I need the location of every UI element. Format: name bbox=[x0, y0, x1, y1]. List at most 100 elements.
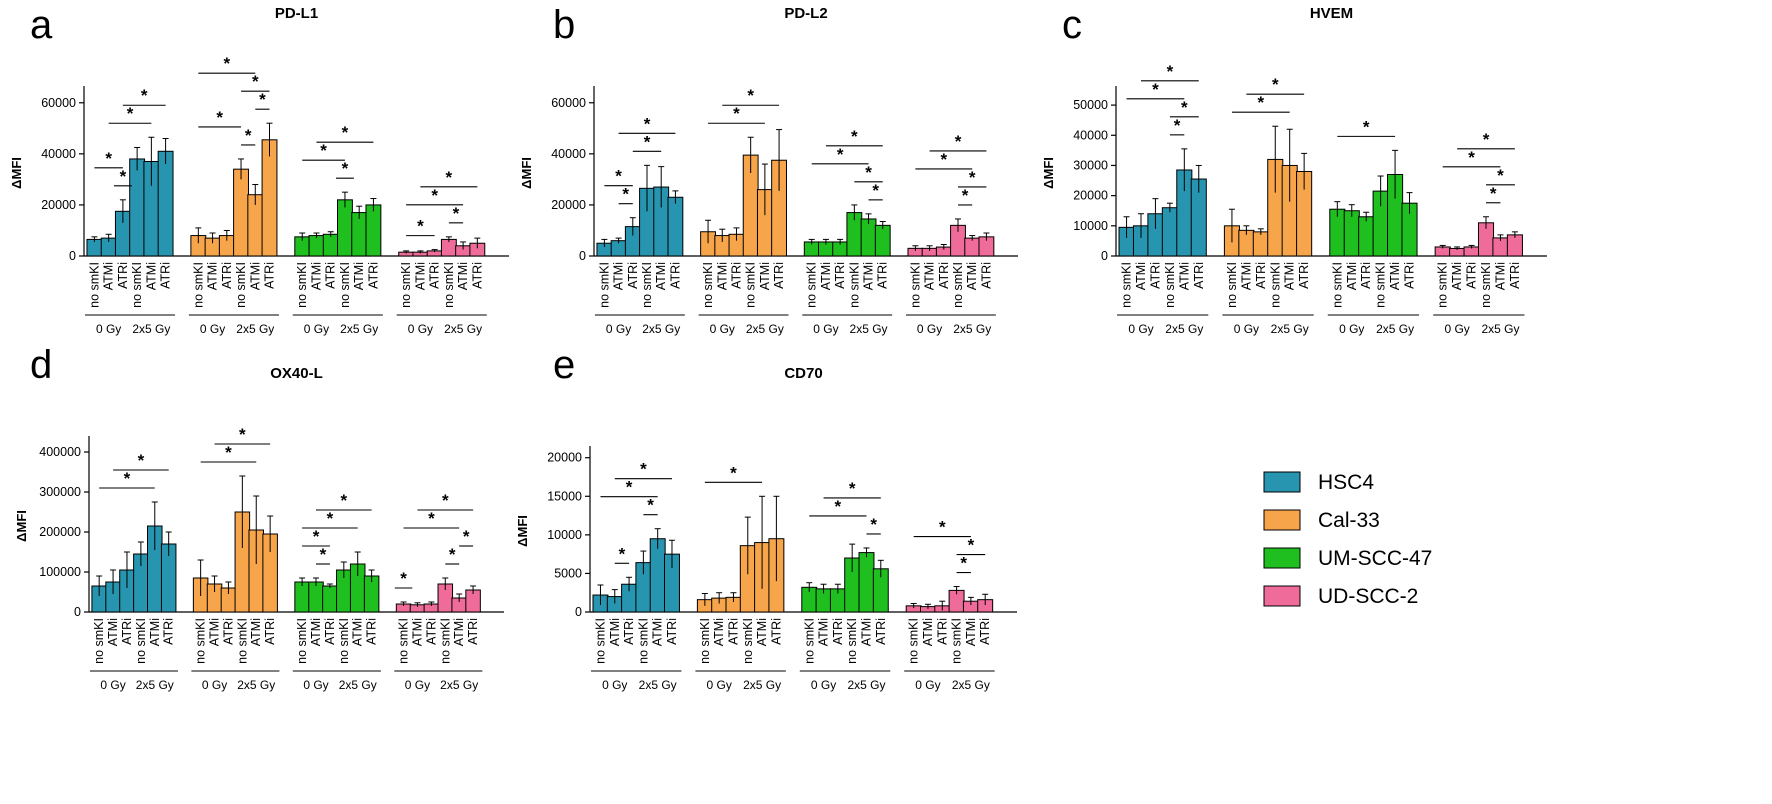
group-label: 0 Gy bbox=[408, 322, 433, 336]
group-label: 0 Gy bbox=[1128, 322, 1153, 336]
group-label: 2x5 Gy bbox=[1376, 322, 1414, 336]
x-tick-label: ATRi bbox=[159, 262, 173, 289]
x-tick-label: no smKI bbox=[597, 262, 611, 308]
x-tick-label: no smKI bbox=[593, 618, 607, 664]
significance-star: * bbox=[446, 168, 453, 187]
bar bbox=[860, 218, 877, 257]
chart-panel-c: c HVEM ΔMFI 0 10000 20000 30000 40000 50000 no sm… bbox=[1041, 3, 1547, 336]
group-label: 2x5 Gy bbox=[847, 678, 885, 692]
significance-star: * bbox=[835, 497, 842, 516]
y-tick-label: 10000 bbox=[1073, 219, 1108, 233]
significance-star: * bbox=[428, 509, 435, 528]
x-tick-label: ATMi bbox=[651, 618, 665, 646]
x-tick-label: no smKI bbox=[744, 262, 758, 308]
x-tick-label: no smKI bbox=[636, 618, 650, 664]
chart-panel-d: d OX40-L ΔMFI 0 100000 200000 300000 400000 no s… bbox=[14, 343, 504, 692]
bar bbox=[261, 139, 278, 257]
significance-star: * bbox=[252, 72, 259, 91]
significance-star: * bbox=[955, 132, 962, 151]
x-tick-label: ATMi bbox=[715, 262, 729, 290]
bar bbox=[337, 199, 353, 257]
y-tick-label: 20000 bbox=[41, 198, 76, 212]
x-tick-label: no smKI bbox=[235, 618, 249, 664]
x-tick-label: no smKI bbox=[399, 262, 413, 308]
x-tick-label: ATRi bbox=[1403, 262, 1417, 289]
legend-swatch bbox=[1263, 547, 1301, 569]
group-label: 0 Gy bbox=[304, 322, 329, 336]
x-tick-label: no smKI bbox=[847, 262, 861, 308]
group-label: 0 Gy bbox=[602, 678, 627, 692]
bar bbox=[308, 235, 325, 257]
bar bbox=[667, 196, 684, 257]
x-tick-label: ATRi bbox=[470, 262, 484, 289]
x-tick-label: ATMi bbox=[1388, 262, 1402, 290]
significance-star: * bbox=[320, 141, 327, 160]
significance-star: * bbox=[342, 159, 349, 178]
legend-label: Cal-33 bbox=[1318, 509, 1380, 532]
y-tick-label: 60000 bbox=[41, 96, 76, 110]
x-tick-label: ATMi bbox=[1283, 262, 1297, 290]
y-tick-label: 5000 bbox=[554, 566, 582, 580]
panel-letter: b bbox=[553, 3, 575, 47]
significance-UD-SCC-2: **** bbox=[406, 168, 478, 237]
x-tick-label: ATRi bbox=[874, 618, 888, 645]
significance-star: * bbox=[1167, 62, 1174, 81]
significance-UM-SCC-47: **** bbox=[811, 127, 883, 201]
significance-star: * bbox=[1272, 75, 1279, 94]
significance-star: * bbox=[105, 149, 112, 168]
significance-star: * bbox=[120, 167, 127, 186]
panel-letter: d bbox=[30, 343, 52, 387]
x-tick-label: no smKI bbox=[295, 618, 309, 664]
y-tick-label: 60000 bbox=[551, 96, 586, 110]
significance-UD-SCC-2: * * * * * bbox=[394, 491, 474, 589]
x-tick-label: ATMi bbox=[712, 618, 726, 646]
significance-star: * bbox=[1468, 148, 1475, 167]
significance-star: * bbox=[442, 491, 449, 510]
significance-HSC4: * * * * bbox=[94, 86, 166, 187]
y-tick-label: 0 bbox=[74, 605, 81, 619]
y-tick-label: 20000 bbox=[547, 451, 582, 465]
significance-star: * bbox=[615, 167, 622, 186]
x-tick-label: no smKI bbox=[134, 618, 148, 664]
significance-Cal-33: ** bbox=[200, 425, 271, 463]
x-tick-label: ATRi bbox=[1192, 262, 1206, 289]
y-tick-label: 20000 bbox=[1073, 189, 1108, 203]
significance-star: * bbox=[1483, 130, 1490, 149]
x-tick-label: ATMi bbox=[964, 618, 978, 646]
x-tick-label: ATMi bbox=[1345, 262, 1359, 290]
group-label: 0 Gy bbox=[96, 322, 121, 336]
x-tick-label: no smKI bbox=[191, 262, 205, 308]
group-label: 0 Gy bbox=[303, 678, 328, 692]
legend-swatch bbox=[1263, 585, 1301, 607]
x-tick-label: ATRi bbox=[937, 262, 951, 289]
significance-star: * bbox=[313, 527, 320, 546]
significance-star: * bbox=[851, 127, 858, 146]
significance-Cal-33: * bbox=[704, 463, 763, 483]
group-label: 0 Gy bbox=[202, 678, 227, 692]
group-label: 0 Gy bbox=[405, 678, 430, 692]
significance-star: * bbox=[342, 123, 349, 142]
group-label: 2x5 Gy bbox=[952, 678, 990, 692]
x-tick-label: ATRi bbox=[263, 262, 277, 289]
bar bbox=[1358, 216, 1375, 257]
x-tick-label: ATRi bbox=[769, 618, 783, 645]
bar bbox=[322, 585, 338, 613]
x-tick-label: ATRi bbox=[622, 618, 636, 645]
y-tick-label: 50000 bbox=[1073, 98, 1108, 112]
significance-star: * bbox=[141, 86, 148, 105]
x-tick-label: ATRi bbox=[726, 618, 740, 645]
legend-swatch bbox=[1263, 471, 1301, 493]
x-tick-label: ATRi bbox=[978, 618, 992, 645]
significance-star: * bbox=[449, 545, 456, 564]
x-tick-label: ATRi bbox=[668, 262, 682, 289]
x-tick-label: ATMi bbox=[817, 618, 831, 646]
significance-star: * bbox=[225, 443, 232, 462]
